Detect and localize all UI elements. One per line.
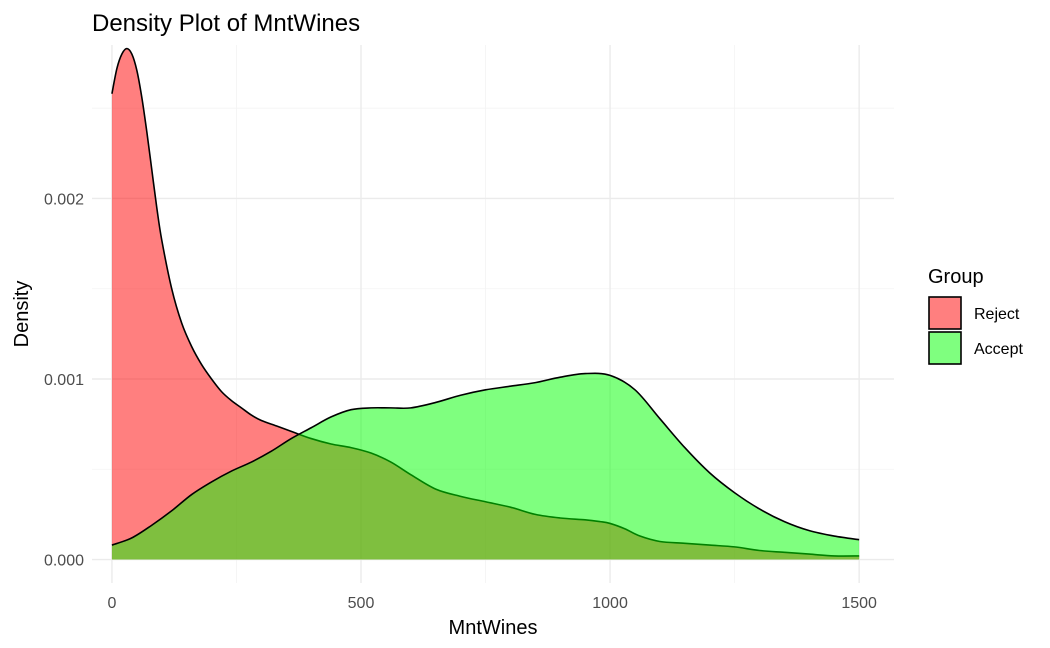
y-axis-title: Density (11, 281, 33, 348)
series-layer (111, 47, 860, 560)
x-axis-title: MntWines (449, 617, 538, 639)
y-tick-label-0: 0.000 (44, 553, 84, 570)
legend-swatch-accept (928, 331, 962, 365)
legend-label-reject: Reject (974, 306, 1020, 323)
y-tick-label-1: 0.001 (44, 372, 84, 389)
x-tick-labels: 0 500 1000 1500 (107, 595, 877, 612)
grid-layer (92, 45, 894, 583)
x-tick-label-0: 0 (107, 595, 116, 612)
x-tick-label-2: 1000 (592, 595, 628, 612)
x-tick-label-3: 1500 (841, 595, 877, 612)
legend-swatch-reject (928, 296, 962, 330)
y-tick-label-2: 0.002 (44, 191, 84, 208)
legend-label-accept: Accept (974, 341, 1023, 358)
chart-title: Density Plot of MntWines (92, 10, 360, 37)
x-tick-label-1: 500 (348, 595, 375, 612)
y-tick-labels: 0.000 0.001 0.002 (44, 191, 84, 569)
density-area-accept (111, 373, 860, 560)
legend: Group Reject Accept (928, 266, 1023, 365)
density-line-accept (111, 372, 860, 546)
legend-items: Reject Accept (928, 296, 1023, 365)
legend-title: Group (928, 266, 984, 288)
